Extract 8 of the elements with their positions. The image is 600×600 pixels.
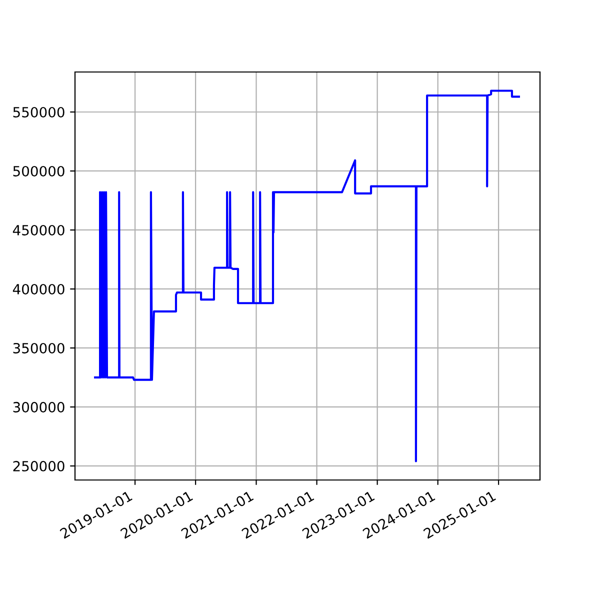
y-tick-label: 450000: [12, 224, 64, 236]
y-tick-label: 500000: [13, 166, 64, 176]
line-series: [94, 90, 520, 462]
y-tick-label: 400000: [12, 284, 64, 294]
y-tick-label: 350000: [13, 342, 64, 354]
y-tick-label: 300000: [13, 402, 64, 412]
y-tick-label: 550000: [13, 106, 64, 118]
y-tick-label: 250000: [13, 460, 64, 472]
